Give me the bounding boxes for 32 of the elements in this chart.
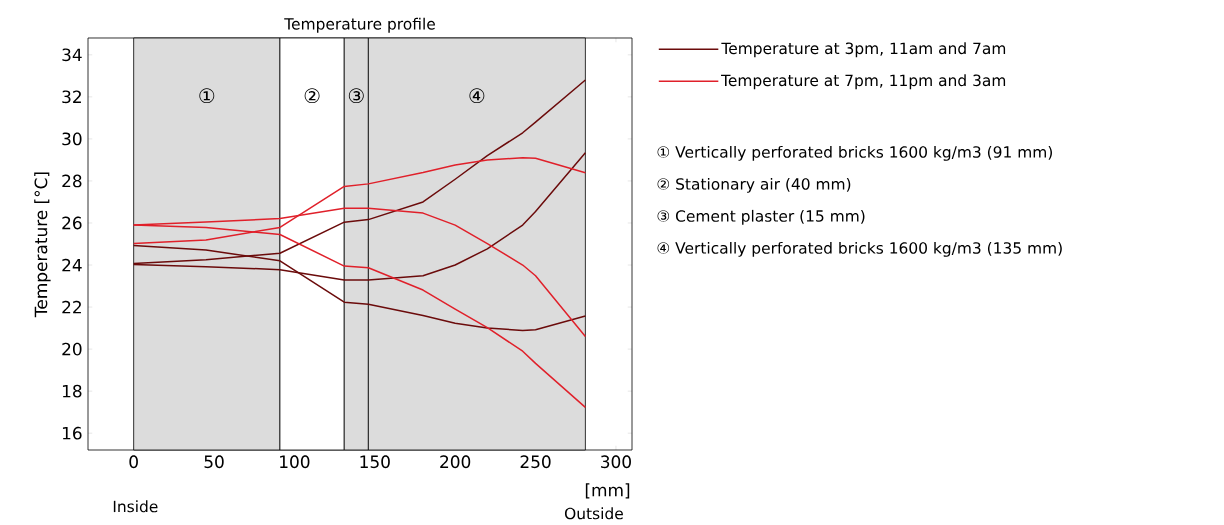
y-tick-label: 28 <box>62 174 82 188</box>
legend-label: Temperature at 3pm, 11am and 7am <box>721 42 1006 58</box>
x-tick-label: 300 <box>601 455 631 469</box>
y-tick-label: 30 <box>62 132 82 146</box>
band-label: ② <box>304 88 320 104</box>
x-tick-label: 150 <box>360 455 390 469</box>
x-tick-label: 250 <box>520 455 551 469</box>
text: Inside <box>113 500 158 513</box>
band-label: ③ <box>348 88 364 104</box>
y-tick-label: 16 <box>62 426 82 440</box>
band-label: ① <box>199 88 215 104</box>
x-tick-label: 100 <box>280 455 310 469</box>
text: Outside <box>564 507 623 520</box>
y-axis-title: Temperature [°C] <box>34 172 51 318</box>
y-tick-label: 32 <box>62 90 81 104</box>
y-tick-label: 18 <box>62 384 82 398</box>
x-tick-label: 200 <box>440 455 471 469</box>
chart-title: Temperature profile <box>284 17 435 33</box>
text: ③ Cement plaster (15 mm) <box>657 209 865 225</box>
text: ② Stationary air (40 mm) <box>657 177 851 193</box>
text: ① Vertically perforated bricks 1600 kg/m3 (91 mm) <box>657 145 1052 161</box>
x-tick-label: 50 <box>204 455 224 469</box>
legend-label: Temperature at 7pm, 11pm and 3am <box>721 74 1006 90</box>
text: ④ Vertically perforated bricks 1600 kg/m3 (135 mm) <box>657 241 1062 257</box>
y-tick-label: 22 <box>62 300 81 314</box>
x-axis-title: [mm] <box>585 483 630 499</box>
y-tick-label: 34 <box>62 48 82 62</box>
band-label: ④ <box>469 88 485 104</box>
y-tick-label: 20 <box>62 342 82 356</box>
x-tick-label: 0 <box>129 455 138 469</box>
y-tick-label: 24 <box>62 258 82 272</box>
y-tick-label: 26 <box>62 216 82 230</box>
